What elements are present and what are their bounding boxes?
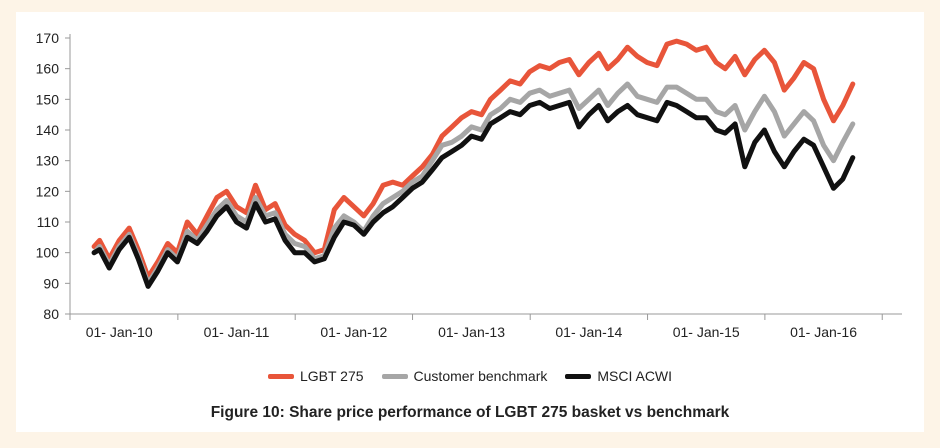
y-axis: 80 90 100 110 120 130 140 150 160 170: [36, 30, 71, 322]
series-line-lgbt-275: [91, 38, 856, 280]
x-tick-label: 01- Jan-11: [204, 324, 270, 340]
legend-swatch-customer-benchmark: [381, 373, 408, 379]
y-tick-label: 100: [36, 245, 60, 261]
y-tick-label: 140: [36, 122, 60, 138]
x-tick-label: 01- Jan-16: [790, 324, 857, 340]
legend-label-customer-benchmark: Customer benchmark: [413, 368, 548, 384]
legend-item-msci-acwi: MSCI ACWI: [565, 368, 672, 384]
series-line-msci-acwi: [91, 99, 856, 289]
legend-item-customer-benchmark: Customer benchmark: [381, 368, 548, 384]
legend-label-lgbt-275: LGBT 275: [299, 368, 364, 384]
legend: LGBT 275 Customer benchmark MSCI ACWI: [16, 368, 924, 384]
series-layer: [91, 38, 856, 289]
y-tick-label: 120: [36, 183, 60, 199]
legend-swatch-msci-acwi: [565, 373, 592, 379]
legend-label-msci-acwi: MSCI ACWI: [597, 368, 673, 384]
y-tick-label: 150: [36, 91, 60, 107]
figure-caption: Figure 10: Share price performance of LG…: [210, 404, 730, 421]
x-tick-label: 01- Jan-13: [438, 324, 505, 340]
chart-card: 80 90 100 110 120 130 140 150 160 170 01- Jan-10 0…: [16, 12, 924, 432]
x-tick-label: 01- Jan-14: [555, 324, 622, 340]
legend-swatch-lgbt-275: [267, 373, 294, 379]
y-tick-label: 160: [36, 61, 60, 77]
series-line-customer-benchmark: [91, 81, 856, 286]
y-tick-label: 130: [36, 153, 60, 169]
y-tick-label: 170: [36, 30, 60, 46]
y-tick-label: 110: [37, 214, 60, 230]
legend-item-lgbt-275: LGBT 275: [267, 368, 364, 384]
x-axis: 01- Jan-10 01- Jan-11 01- Jan-12 01- Jan-13…: [69, 313, 902, 340]
x-tick-label: 01- Jan-15: [673, 324, 740, 340]
y-tick-label: 80: [43, 306, 59, 322]
y-tick-label: 90: [43, 275, 59, 291]
x-tick-label: 01- Jan-12: [320, 324, 387, 340]
x-tick-label: 01- Jan-10: [86, 324, 153, 340]
